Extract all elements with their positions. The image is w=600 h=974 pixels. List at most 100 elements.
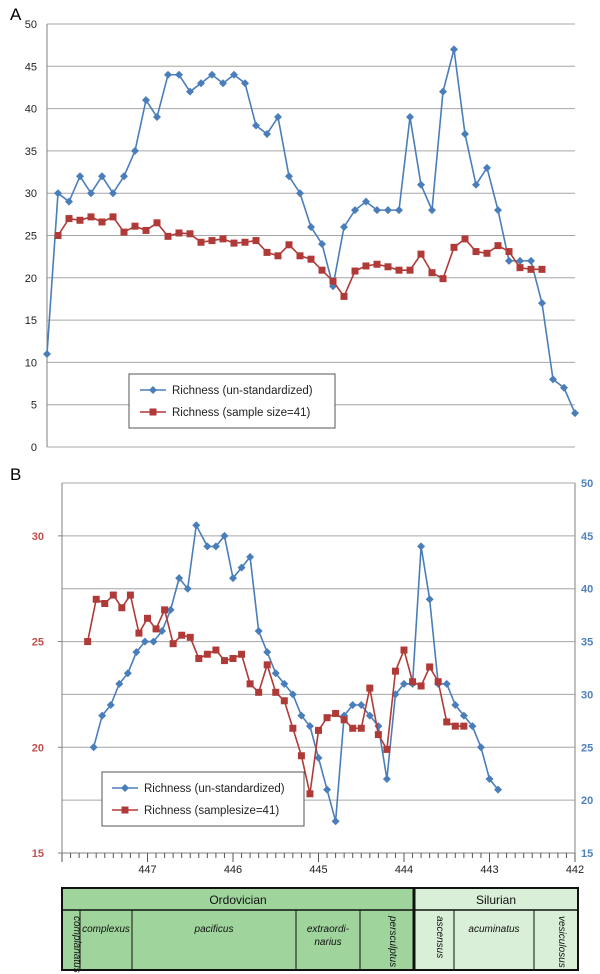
data-point-b-2 (306, 790, 314, 798)
data-point-a-2 (307, 255, 315, 263)
data-point-b-2 (144, 614, 151, 622)
data-point-a-1 (241, 79, 249, 88)
legend-box-a (128, 373, 336, 429)
data-point-b-2 (315, 726, 322, 734)
data-point-a-1 (120, 172, 128, 181)
data-point-b-1 (89, 743, 98, 752)
data-point-a-1 (131, 146, 139, 155)
data-point-a-1 (428, 206, 436, 215)
data-point-b-1 (297, 711, 306, 720)
y-left-tick-label: 15 (32, 848, 44, 860)
data-point-b-1 (365, 711, 374, 720)
panel-label-a: A (10, 5, 22, 24)
data-point-a-2 (395, 266, 403, 274)
data-point-a-1 (483, 163, 491, 172)
data-point-a-1 (153, 113, 161, 122)
data-point-a-2 (483, 249, 491, 257)
period-box-ordovician (62, 888, 414, 970)
data-point-b-2 (126, 591, 134, 599)
data-point-b-1 (494, 785, 503, 794)
data-point-a-2 (164, 232, 172, 240)
data-point-a-1 (263, 129, 271, 138)
timescale-bar: Ordovician Silurian complanatus complexus pa… (61, 887, 579, 973)
data-point-a-1 (65, 197, 73, 206)
data-point-b-1 (468, 722, 477, 731)
y-tick-label-a: 5 (31, 400, 37, 412)
y-tick-label-a: 50 (25, 19, 37, 31)
data-point-a-2 (252, 237, 260, 245)
data-point-a-1 (340, 223, 348, 232)
data-point-a-2 (175, 229, 183, 237)
y-right-tick-label: 30 (581, 689, 593, 701)
data-point-a-2 (274, 252, 282, 260)
data-point-b-2 (340, 716, 348, 724)
data-point-b-1 (485, 775, 494, 783)
data-point-b-2 (238, 650, 246, 658)
data-point-b-1 (451, 701, 460, 709)
y-tick-label-a: 30 (25, 188, 37, 200)
y-tick-label-a: 35 (25, 146, 37, 158)
data-point-b-1 (382, 775, 391, 783)
data-point-b-1 (132, 648, 141, 657)
data-point-b-2 (400, 646, 408, 654)
data-point-a-2 (219, 235, 227, 243)
data-point-b-1 (98, 711, 107, 720)
data-point-b-1 (331, 817, 340, 826)
data-point-b-2 (195, 654, 203, 662)
data-point-a-2 (109, 213, 117, 221)
data-point-a-2 (241, 238, 249, 246)
data-point-a-2 (527, 265, 535, 273)
data-point-a-2 (186, 230, 194, 238)
data-point-b-2 (451, 722, 459, 730)
data-point-a-1 (219, 79, 227, 88)
legend-a: Richness (un-standardized) Richness (samp… (128, 373, 336, 429)
data-point-b-2 (109, 591, 117, 599)
data-point-b-2 (383, 745, 391, 753)
data-point-b-1 (323, 785, 332, 794)
zone-label: ascensus (434, 916, 445, 958)
legend-marker-b-1 (121, 784, 129, 792)
data-point-b-2 (203, 650, 211, 658)
data-point-a-2 (439, 275, 447, 283)
data-point-a-2 (197, 238, 205, 246)
zone-label: extraordi-narius (307, 924, 350, 948)
data-point-a-1 (395, 206, 403, 215)
y-right-tick-label: 15 (581, 848, 593, 860)
legend-label-a-1: Richness (un-standardized) (172, 385, 313, 397)
y-tick-label-a: 25 (25, 231, 37, 243)
data-point-b-2 (263, 661, 271, 669)
y-tick-label-a: 20 (25, 273, 37, 285)
data-point-b-1 (158, 627, 167, 635)
legend-box-b (101, 771, 305, 827)
data-point-a-1 (472, 180, 480, 189)
x-tick-label-b: 445 (309, 864, 327, 876)
data-point-a-1 (208, 70, 216, 79)
data-point-b-2 (152, 625, 160, 633)
data-point-a-1 (527, 256, 535, 265)
data-point-a-1 (494, 206, 502, 215)
data-point-a-2 (208, 237, 216, 245)
data-point-a-1 (98, 172, 106, 181)
data-point-a-2 (362, 262, 370, 270)
data-point-b-1 (417, 542, 426, 551)
zone-label: complexus (82, 924, 130, 935)
data-point-a-1 (109, 189, 117, 198)
data-point-a-2 (65, 215, 73, 223)
data-point-b-1 (400, 679, 408, 688)
x-tick-label-b: 442 (566, 864, 584, 876)
data-point-b-2 (161, 606, 169, 614)
data-point-b-2 (101, 600, 109, 608)
y-tick-label-a: 45 (25, 61, 37, 73)
y-right-tick-label: 45 (581, 531, 593, 543)
data-point-a-1 (164, 70, 172, 79)
data-point-a-1 (307, 223, 315, 232)
data-point-a-1 (373, 206, 381, 215)
data-point-a-2 (76, 216, 84, 224)
data-point-b-2 (118, 604, 126, 612)
data-point-b-2 (84, 638, 92, 646)
y-tick-label-a: 0 (31, 442, 37, 454)
data-point-a-2 (296, 252, 304, 260)
y-right-tick-label: 50 (581, 478, 593, 490)
data-point-b-2 (357, 724, 365, 732)
data-point-a-2 (351, 267, 359, 275)
